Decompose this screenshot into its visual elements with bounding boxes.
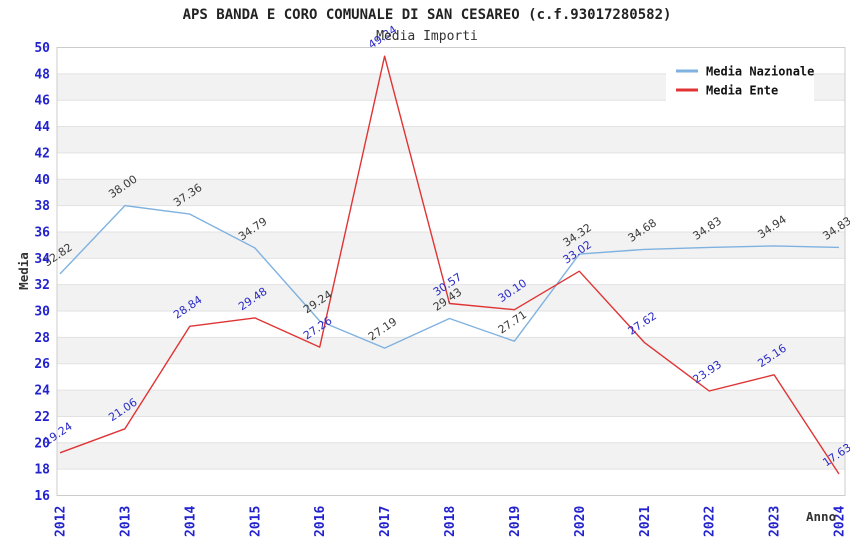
x-tick-label: 2020 [573,506,588,537]
x-tick-label: 2016 [313,506,328,537]
y-tick-label: 38 [34,199,50,214]
y-tick-label: 36 [34,225,50,240]
x-tick-label: 2023 [768,506,783,537]
x-tick-label: 2021 [638,506,653,537]
grid-band [57,390,845,417]
y-tick-label: 28 [34,331,50,346]
grid-band [57,442,845,470]
grid-band [57,152,845,180]
grid-band [57,258,845,285]
x-tick-label: 2015 [248,506,263,537]
y-tick-label: 46 [34,94,50,109]
x-tick-label: 2012 [54,506,69,537]
grid-band [57,126,845,153]
y-tick-label: 16 [34,489,50,504]
x-tick-label: 2017 [378,506,393,537]
x-tick-label: 2019 [508,506,523,537]
grid-band [57,469,845,496]
grid-band [57,100,845,127]
y-tick-label: 20 [34,436,50,451]
y-tick-label: 22 [34,410,50,425]
y-tick-label: 26 [34,357,50,372]
x-tick-label: 2018 [443,506,458,537]
series-line-media-nazionale [59,204,840,349]
y-tick-label: 34 [34,252,50,267]
grid-band [57,284,845,312]
y-tick-label: 30 [34,305,50,320]
grid-band [57,337,845,364]
legend-label-media-ente: Media Ente [706,84,778,98]
x-axis-title: Anno [806,509,836,524]
grid-band [57,179,845,206]
y-tick-label: 18 [34,463,50,478]
y-tick-label: 44 [34,120,50,135]
grid-band [57,416,845,443]
x-tick-label: 2014 [183,506,198,537]
chart-subtitle: Media Importi [376,29,478,44]
y-tick-label: 40 [34,173,50,188]
chart-title: APS BANDA E CORO COMUNALE DI SAN CESAREO… [183,7,672,23]
grid-band [57,363,845,391]
y-tick-label: 24 [34,384,50,399]
x-tick-label: 2024 [833,506,848,537]
y-tick-label: 50 [34,41,50,56]
legend-box [666,57,814,102]
y-axis-title: Media [16,252,31,290]
grid-band [57,205,845,232]
series-line-media-ente [59,55,840,475]
y-tick-label: 48 [34,67,50,82]
grid-band [57,231,845,259]
legend-label-media-nazionale: Media Nazionale [706,65,814,79]
plot-border [56,47,846,496]
y-tick-label: 32 [34,278,50,293]
grid-band [57,311,845,338]
x-tick-label: 2013 [118,506,133,537]
x-tick-label: 2022 [703,506,718,537]
legend: Media Nazionale Media Ente [666,57,814,102]
y-tick-label: 42 [34,146,50,161]
